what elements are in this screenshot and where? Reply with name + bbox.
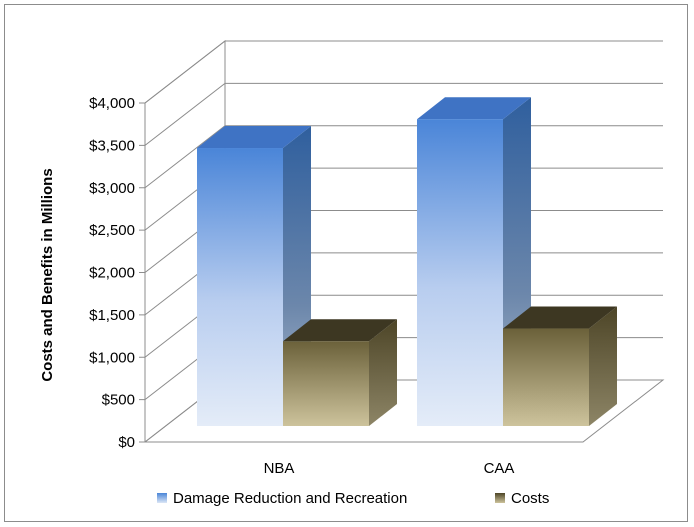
y-tick-label: $2,000 xyxy=(89,265,135,282)
bar-top-nba-0 xyxy=(197,126,311,149)
y-tick-label: $0 xyxy=(118,434,135,451)
bar-side-caa-1 xyxy=(589,306,617,426)
bar-side-nba-1 xyxy=(369,319,397,426)
legend: Damage Reduction and Recreation Costs xyxy=(157,490,549,507)
legend-swatch xyxy=(157,493,167,503)
x-category-label: CAA xyxy=(484,460,515,477)
legend-swatch xyxy=(495,493,505,503)
gridline xyxy=(144,82,663,146)
bar-caa-1 xyxy=(503,328,589,426)
bar-nba-0 xyxy=(197,148,283,426)
x-axis-categories: NBA CAA xyxy=(264,460,515,477)
bars xyxy=(197,97,617,427)
chart-frame: $0 $500 $1,000 $1,500 $2,000 $2,500 $3,000 $3,5… xyxy=(4,4,688,522)
y-tick-label: $1,500 xyxy=(89,307,135,324)
y-axis-ticks: $0 $500 $1,000 $1,500 $2,000 $2,500 $3,000 $3,5… xyxy=(89,95,145,451)
bar-caa-0 xyxy=(417,119,503,426)
y-tick-label: $2,500 xyxy=(89,222,135,239)
gridline xyxy=(144,40,663,104)
y-tick-label: $3,500 xyxy=(89,137,135,154)
bar-top-nba-1 xyxy=(283,319,397,342)
y-tick-label: $500 xyxy=(102,392,135,409)
bar-top-caa-0 xyxy=(417,97,531,120)
y-tick-label: $1,000 xyxy=(89,349,135,366)
legend-label: Damage Reduction and Recreation xyxy=(173,490,407,507)
bar-chart: $0 $500 $1,000 $1,500 $2,000 $2,500 $3,000 $3,5… xyxy=(39,39,665,507)
y-tick-label: $4,000 xyxy=(89,95,135,112)
x-category-label: NBA xyxy=(264,460,295,477)
y-tick-label: $3,000 xyxy=(89,180,135,197)
legend-label: Costs xyxy=(511,490,549,507)
bar-top-caa-1 xyxy=(503,306,617,329)
y-axis-label: Costs and Benefits in Millions xyxy=(39,168,56,381)
bar-nba-1 xyxy=(283,341,369,426)
